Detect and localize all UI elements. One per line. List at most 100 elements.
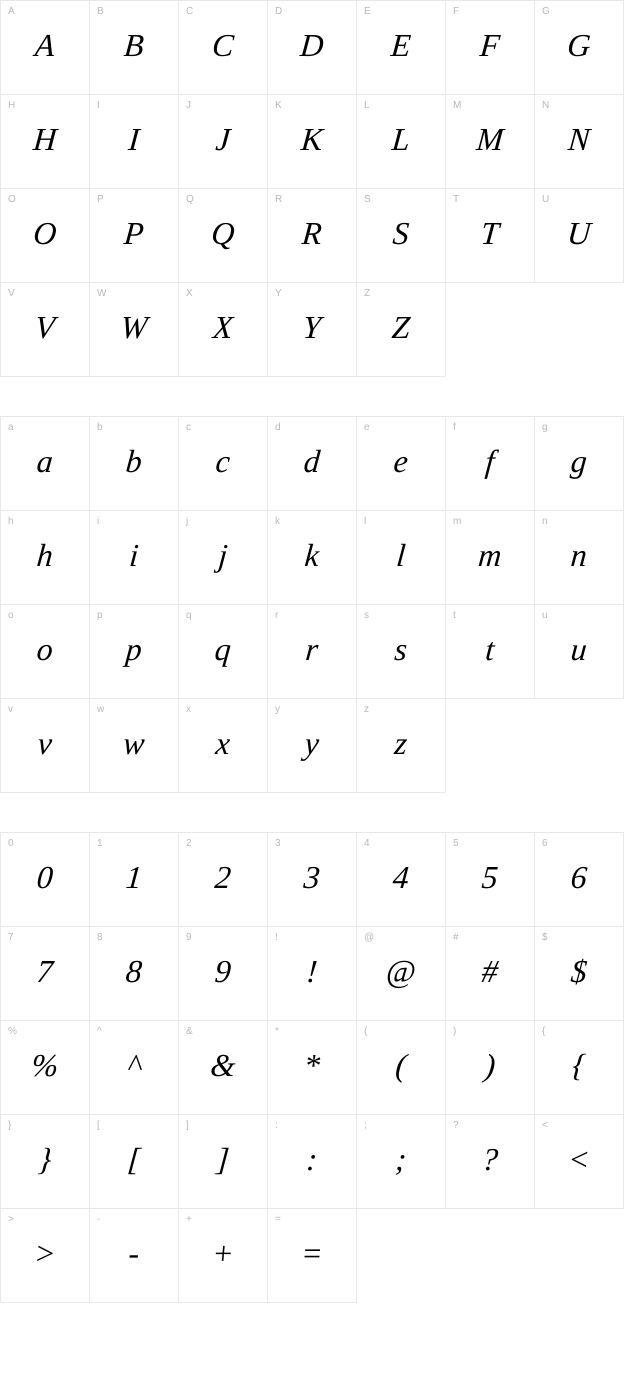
- glyph-display: M: [445, 123, 536, 155]
- glyph-display: p: [89, 633, 180, 665]
- glyph-display: X: [178, 311, 269, 343]
- glyph-label: i: [97, 516, 99, 527]
- glyph-display: q: [178, 633, 269, 665]
- glyph-display: (: [356, 1049, 447, 1081]
- glyph-cell: MM: [445, 94, 535, 189]
- glyph-label: C: [186, 6, 193, 17]
- glyph-cell: !!: [267, 926, 357, 1021]
- glyph-label: 2: [186, 838, 192, 849]
- glyph-display: ): [445, 1049, 536, 1081]
- glyph-label: m: [453, 516, 461, 527]
- glyph-cell: mm: [445, 510, 535, 605]
- glyph-label: R: [275, 194, 282, 205]
- glyph-display: 0: [0, 861, 90, 893]
- glyph-label: :: [275, 1120, 278, 1131]
- glyph-label: 6: [542, 838, 548, 849]
- glyph-label: N: [542, 100, 549, 111]
- glyph-label: ]: [186, 1120, 189, 1131]
- glyph-display: &: [178, 1049, 269, 1081]
- glyph-cell: PP: [89, 188, 179, 283]
- glyph-display: 6: [534, 861, 625, 893]
- glyph-display: #: [445, 955, 536, 987]
- glyph-display: ]: [178, 1143, 269, 1175]
- glyph-display: R: [267, 217, 358, 249]
- glyph-label: K: [275, 100, 282, 111]
- glyph-display: 3: [267, 861, 358, 893]
- glyph-cell: GG: [534, 0, 624, 95]
- glyph-display: t: [445, 633, 536, 665]
- glyph-label: w: [97, 704, 104, 715]
- glyph-label: V: [8, 288, 15, 299]
- glyph-display: E: [356, 29, 447, 61]
- glyph-cell: &&: [178, 1020, 268, 1115]
- glyph-cell: ::: [267, 1114, 357, 1209]
- glyph-label: 5: [453, 838, 459, 849]
- glyph-cell: DD: [267, 0, 357, 95]
- glyph-label: W: [97, 288, 106, 299]
- glyph-display: S: [356, 217, 447, 249]
- glyph-label: B: [97, 6, 104, 17]
- glyph-display: x: [178, 727, 269, 759]
- glyph-label: Q: [186, 194, 194, 205]
- glyph-display: Z: [356, 311, 447, 343]
- glyph-cell: TT: [445, 188, 535, 283]
- glyph-label: 9: [186, 932, 192, 943]
- glyph-display: Q: [178, 217, 269, 249]
- glyph-display: 9: [178, 955, 269, 987]
- glyph-display: O: [0, 217, 90, 249]
- glyph-label: [: [97, 1120, 100, 1131]
- glyph-display: 5: [445, 861, 536, 893]
- glyph-display: a: [0, 445, 90, 477]
- glyph-cell: vv: [0, 698, 90, 793]
- glyph-label: A: [8, 6, 15, 17]
- glyph-cell: ll: [356, 510, 446, 605]
- glyph-label: j: [186, 516, 188, 527]
- glyph-label: =: [275, 1214, 281, 1225]
- glyph-display: :: [267, 1143, 358, 1175]
- glyph-label: l: [364, 516, 366, 527]
- glyph-display: F: [445, 29, 536, 61]
- glyph-cell: <<: [534, 1114, 624, 1209]
- glyph-display: <: [534, 1143, 625, 1175]
- glyph-label: D: [275, 6, 282, 17]
- glyph-display: v: [0, 727, 90, 759]
- glyph-display: N: [534, 123, 625, 155]
- glyph-label: o: [8, 610, 14, 621]
- glyph-display: >: [0, 1237, 90, 1269]
- glyph-cell: NN: [534, 94, 624, 189]
- glyph-display: e: [356, 445, 447, 477]
- glyph-cell: pp: [89, 604, 179, 699]
- glyph-cell: AA: [0, 0, 90, 95]
- glyph-cell: HH: [0, 94, 90, 189]
- glyph-display: =: [267, 1237, 358, 1269]
- glyph-cell: }}: [0, 1114, 90, 1209]
- glyph-cell: oo: [0, 604, 90, 699]
- glyph-cell: rr: [267, 604, 357, 699]
- glyph-cell: VV: [0, 282, 90, 377]
- glyph-label: O: [8, 194, 16, 205]
- section-symbols: 00112233445566778899!!@@##$$%%^^&&**(())…: [1, 833, 639, 1303]
- glyph-cell: ff: [445, 416, 535, 511]
- glyph-cell: II: [89, 94, 179, 189]
- glyph-label: Z: [364, 288, 370, 299]
- glyph-cell: ==: [267, 1208, 357, 1303]
- glyph-display: }: [0, 1143, 90, 1175]
- glyph-cell: ((: [356, 1020, 446, 1115]
- glyph-cell: ii: [89, 510, 179, 605]
- glyph-label: b: [97, 422, 103, 433]
- glyph-cell: ##: [445, 926, 535, 1021]
- glyph-display: d: [267, 445, 358, 477]
- glyph-cell: 44: [356, 832, 446, 927]
- glyph-cell: KK: [267, 94, 357, 189]
- section-uppercase: AABBCCDDEEFFGGHHIIJJKKLLMMNNOOPPQQRRSSTT…: [1, 1, 639, 377]
- glyph-label: @: [364, 932, 374, 943]
- glyph-cell: cc: [178, 416, 268, 511]
- glyph-cell: ]]: [178, 1114, 268, 1209]
- glyph-display: I: [89, 123, 180, 155]
- glyph-cell: 33: [267, 832, 357, 927]
- glyph-cell: %%: [0, 1020, 90, 1115]
- glyph-cell: $$: [534, 926, 624, 1021]
- glyph-display: $: [534, 955, 625, 987]
- glyph-label: +: [186, 1214, 192, 1225]
- glyph-label: k: [275, 516, 280, 527]
